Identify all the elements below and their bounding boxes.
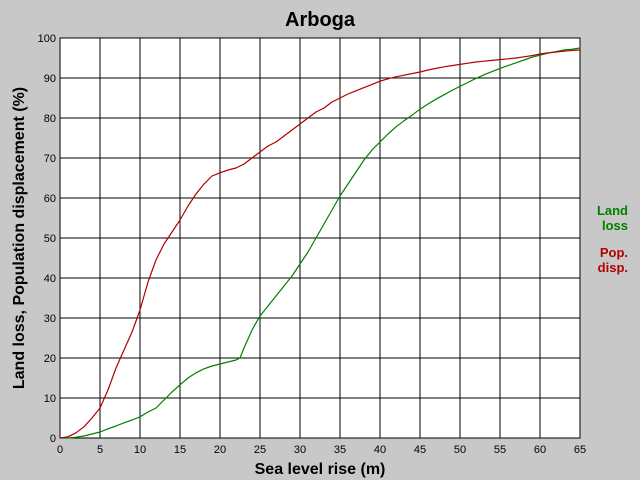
legend-pop-disp-line1: Pop.: [600, 245, 628, 260]
y-tick-labels: 0 10 20 30 40 50 60 70 80 90 100: [38, 33, 56, 445]
y-tick-label-60: 60: [44, 193, 56, 205]
series-lines: [59, 47, 581, 439]
x-axis-label: Sea level rise (m): [255, 461, 386, 478]
x-tick-labels: 0 5 10 15 20 25 30 35 40 45 50 55 60 65: [57, 444, 586, 456]
y-tick-label-70: 70: [44, 153, 56, 165]
x-tick-label-15: 15: [174, 444, 186, 456]
x-tick-label-20: 20: [214, 444, 226, 456]
y-tick-label-50: 50: [44, 233, 56, 245]
y-tick-label-80: 80: [44, 113, 56, 125]
y-tick-label-30: 30: [44, 313, 56, 325]
x-tick-label-60: 60: [534, 444, 546, 456]
series-line-land-loss: [60, 47, 581, 439]
legend-land-loss-line1: Land: [597, 203, 628, 218]
x-tick-label-10: 10: [134, 444, 146, 456]
x-tick-label-55: 55: [494, 444, 506, 456]
x-tick-label-0: 0: [57, 444, 63, 456]
y-tick-label-20: 20: [44, 353, 56, 365]
x-tick-label-65: 65: [574, 444, 586, 456]
y-tick-label-40: 40: [44, 273, 56, 285]
y-tick-label-90: 90: [44, 73, 56, 85]
x-tick-label-45: 45: [414, 444, 426, 456]
legend-pop-disp-line2: disp.: [598, 260, 628, 275]
x-tick-label-35: 35: [334, 444, 346, 456]
plot-frame: [59, 37, 581, 439]
y-tick-label-100: 100: [38, 33, 56, 45]
legend: Land loss Pop. disp.: [597, 203, 628, 275]
x-tick-label-5: 5: [97, 444, 103, 456]
y-tick-label-10: 10: [44, 393, 56, 405]
chart-title: Arboga: [285, 9, 356, 31]
x-tick-label-50: 50: [454, 444, 466, 456]
y-tick-label-0: 0: [50, 433, 56, 445]
x-tick-label-40: 40: [374, 444, 386, 456]
legend-land-loss-line2: loss: [602, 218, 628, 233]
x-tick-label-30: 30: [294, 444, 306, 456]
series-line-pop-disp: [59, 49, 581, 439]
x-tick-label-25: 25: [254, 444, 266, 456]
y-axis-label: Land loss, Population displacement (%): [11, 87, 28, 389]
